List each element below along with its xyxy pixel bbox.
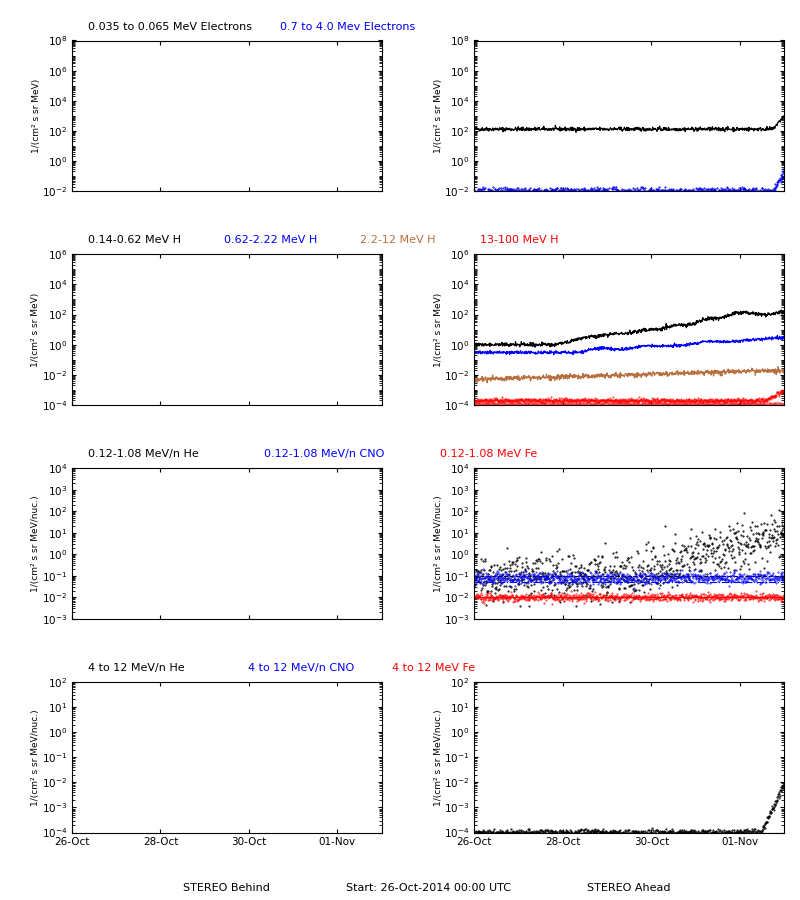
Text: 0.12-1.08 MeV/n He: 0.12-1.08 MeV/n He bbox=[88, 449, 198, 459]
Text: 13-100 MeV H: 13-100 MeV H bbox=[480, 235, 558, 246]
Text: STEREO Behind: STEREO Behind bbox=[183, 883, 270, 893]
Y-axis label: 1/(cm² s sr MeV): 1/(cm² s sr MeV) bbox=[434, 292, 442, 366]
Text: 4 to 12 MeV/n CNO: 4 to 12 MeV/n CNO bbox=[248, 663, 354, 673]
Text: 0.12-1.08 MeV/n CNO: 0.12-1.08 MeV/n CNO bbox=[264, 449, 384, 459]
Text: 0.7 to 4.0 Mev Electrons: 0.7 to 4.0 Mev Electrons bbox=[280, 22, 415, 32]
Y-axis label: 1/(cm² s sr MeV/nuc.): 1/(cm² s sr MeV/nuc.) bbox=[31, 495, 40, 591]
Y-axis label: 1/(cm² s sr MeV): 1/(cm² s sr MeV) bbox=[31, 292, 40, 366]
Text: 4 to 12 MeV/n He: 4 to 12 MeV/n He bbox=[88, 663, 185, 673]
Text: Start: 26-Oct-2014 00:00 UTC: Start: 26-Oct-2014 00:00 UTC bbox=[346, 883, 510, 893]
Y-axis label: 1/(cm² s sr MeV): 1/(cm² s sr MeV) bbox=[434, 78, 443, 153]
Text: 0.14-0.62 MeV H: 0.14-0.62 MeV H bbox=[88, 235, 181, 246]
Y-axis label: 1/(cm² s sr MeV/nuc.): 1/(cm² s sr MeV/nuc.) bbox=[434, 495, 442, 591]
Text: 4 to 12 MeV Fe: 4 to 12 MeV Fe bbox=[392, 663, 475, 673]
Y-axis label: 1/(cm² s sr MeV/nuc.): 1/(cm² s sr MeV/nuc.) bbox=[31, 709, 40, 806]
Text: 2.2-12 MeV H: 2.2-12 MeV H bbox=[360, 235, 435, 246]
Text: 0.12-1.08 MeV Fe: 0.12-1.08 MeV Fe bbox=[440, 449, 538, 459]
Text: STEREO Ahead: STEREO Ahead bbox=[587, 883, 671, 893]
Y-axis label: 1/(cm² s sr MeV): 1/(cm² s sr MeV) bbox=[31, 78, 41, 153]
Y-axis label: 1/(cm² s sr MeV/nuc.): 1/(cm² s sr MeV/nuc.) bbox=[434, 709, 442, 806]
Text: 0.62-2.22 MeV H: 0.62-2.22 MeV H bbox=[224, 235, 318, 246]
Text: 0.035 to 0.065 MeV Electrons: 0.035 to 0.065 MeV Electrons bbox=[88, 22, 252, 32]
